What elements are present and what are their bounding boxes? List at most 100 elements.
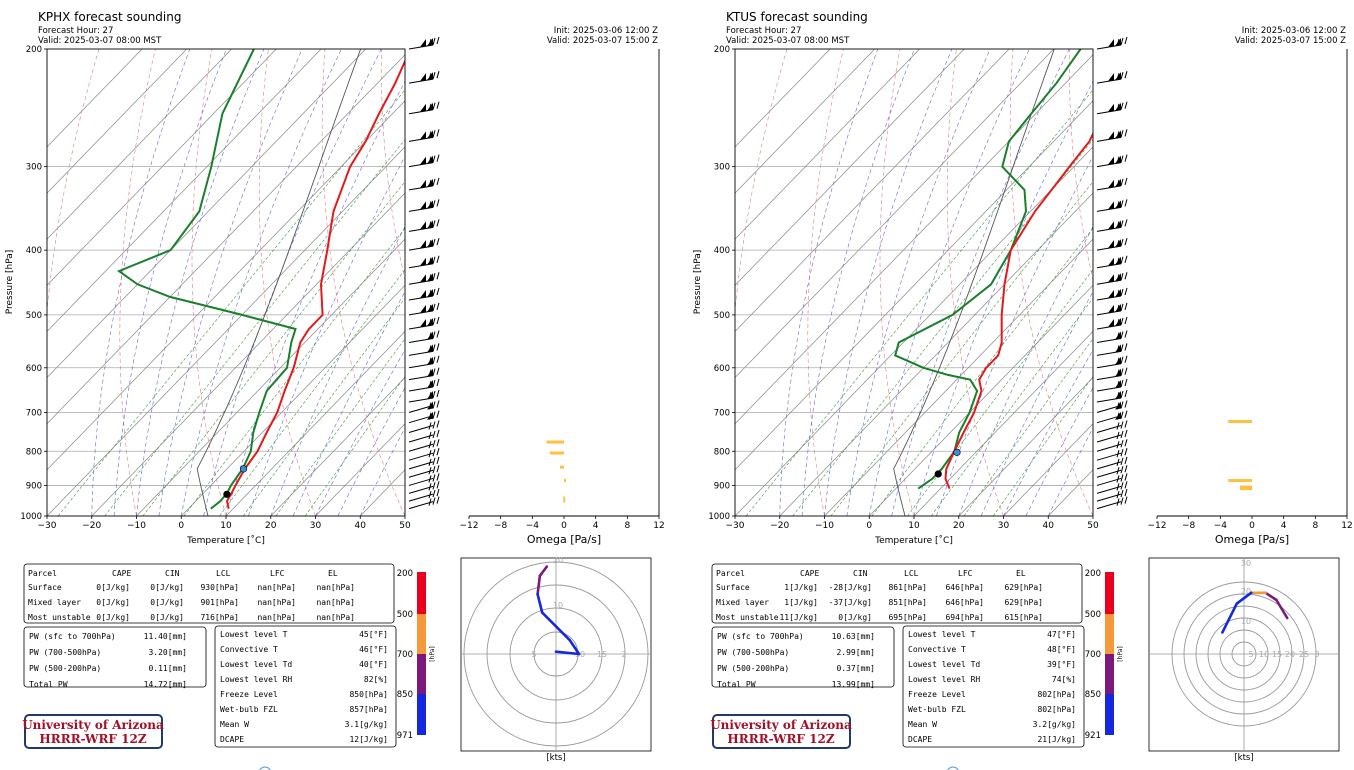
wind-barb-feather bbox=[432, 303, 436, 312]
wind-barb-feather bbox=[1116, 467, 1120, 475]
init-time: Init: 2025-03-06 12:00 Z bbox=[1242, 26, 1346, 36]
wind-barb-feather bbox=[436, 465, 440, 473]
wind-barb-feather bbox=[1116, 73, 1120, 81]
wind-barb-feather bbox=[432, 482, 436, 490]
skewt-y-label: Pressure [hPa] bbox=[693, 250, 703, 315]
wind-barb-feather bbox=[1120, 401, 1124, 409]
wind-barb-feather bbox=[432, 200, 436, 208]
wind-barb-feather bbox=[1124, 420, 1128, 428]
pw-value: 2.99[mm] bbox=[836, 648, 875, 657]
y-tick-label: 900 bbox=[714, 481, 730, 491]
wind-barbs bbox=[408, 36, 440, 510]
wind-barb-feather bbox=[428, 103, 432, 111]
colorbar-level-label: 971 bbox=[397, 731, 413, 741]
colorbar-segment bbox=[417, 572, 426, 614]
wind-barb-feather bbox=[1120, 155, 1124, 163]
hodo-trace-segment bbox=[554, 650, 581, 656]
parcel-header-cell: LFC bbox=[270, 569, 285, 578]
omega-tick-label: 12 bbox=[653, 521, 664, 531]
wind-barb-feather bbox=[1120, 497, 1124, 505]
wind-barb-feather bbox=[428, 475, 432, 483]
wind-barb-feather bbox=[428, 38, 432, 47]
parcel-cell: Most unstable bbox=[716, 613, 779, 622]
parcel-header-cell: CAPE bbox=[112, 569, 131, 578]
lcl-marker bbox=[953, 448, 961, 456]
skewt-plot: −30 −20 −10 0 10 20 30 40 50 2003004005006007008… bbox=[693, 45, 1099, 546]
wind-barb-feather bbox=[1116, 369, 1120, 377]
wind-barb-feather bbox=[432, 497, 436, 505]
wind-barb bbox=[1096, 177, 1128, 191]
wind-barb-feather bbox=[1116, 391, 1120, 400]
moist-adiabat bbox=[248, 155, 405, 516]
wind-barb-feather bbox=[428, 458, 432, 466]
wind-barb-flag bbox=[420, 131, 426, 140]
wind-barb-feather bbox=[1120, 474, 1124, 482]
wind-barb-feather bbox=[1120, 411, 1124, 419]
parcel-path bbox=[893, 49, 1055, 516]
wind-barb-feather bbox=[436, 420, 440, 428]
parcel-cell: -28[J/kg] bbox=[829, 583, 872, 592]
wind-barb bbox=[1096, 481, 1128, 494]
wind-barb bbox=[1096, 378, 1128, 392]
wind-barb-feather bbox=[1116, 450, 1120, 458]
moist-adiabat bbox=[846, 49, 991, 516]
wind-barb-flag bbox=[420, 221, 426, 230]
skewt-plot: −30 −20 −10 0 10 20 30 40 50 2003004005006007008… bbox=[5, 45, 1032, 546]
dry-adiabat bbox=[721, 49, 1032, 516]
colorbar-segment bbox=[1105, 694, 1114, 735]
hodo-trace-segment bbox=[568, 638, 581, 656]
parcel-cell: 930[hPa] bbox=[200, 583, 239, 592]
wind-barb-feather bbox=[436, 71, 440, 79]
wind-barb-feather bbox=[432, 331, 436, 339]
hodo-ring-label: 5 bbox=[1248, 650, 1253, 659]
sounding-panel-kphx: KPHX forecast sounding Forecast Hour: 27… bbox=[5, 10, 1032, 763]
hodo-trace-segment bbox=[536, 592, 544, 614]
wind-barb-feather bbox=[436, 473, 440, 481]
colorbar-segment bbox=[417, 614, 426, 654]
parcel-cell: nan[hPa] bbox=[316, 598, 355, 607]
wind-barb-feather bbox=[1124, 389, 1128, 398]
wind-barb-feather bbox=[1116, 475, 1120, 483]
pw-label: Total PW bbox=[29, 680, 68, 689]
parcel-cell: 0[J/kg] bbox=[96, 613, 130, 622]
wind-barb-feather bbox=[1116, 357, 1120, 365]
omega-tick-label: 8 bbox=[624, 521, 630, 531]
wind-barb-feather bbox=[1116, 201, 1120, 209]
wind-barb-shaft bbox=[408, 452, 434, 461]
parcel-cell: 0[J/kg] bbox=[838, 613, 872, 622]
wind-barb bbox=[1096, 420, 1128, 434]
wind-barb-feather bbox=[1120, 482, 1124, 490]
colorbar-segment bbox=[417, 654, 426, 694]
isotherm bbox=[869, 284, 1093, 516]
skewt-y-ticks: 200 300 400 500 600 700 800 900 1000 bbox=[20, 45, 47, 522]
moist-adiabat bbox=[360, 427, 405, 516]
hodo-trace-segment bbox=[536, 574, 542, 596]
wind-barb-shaft bbox=[1096, 501, 1122, 510]
isotherm bbox=[735, 49, 875, 194]
isotherm bbox=[735, 49, 965, 286]
wind-barb-feather bbox=[1120, 344, 1124, 352]
wind-barb-feather bbox=[1124, 473, 1128, 481]
index-label: Freeze Level bbox=[908, 690, 966, 699]
wind-barb-feather bbox=[1124, 302, 1128, 311]
wind-barb-shaft bbox=[408, 469, 434, 478]
wind-barb-feather bbox=[432, 220, 436, 228]
omega-bar bbox=[564, 479, 566, 483]
wind-barb-feather bbox=[432, 273, 436, 281]
parcel-cell: 0[J/kg] bbox=[96, 598, 130, 607]
wind-barb-feather bbox=[432, 238, 436, 247]
wind-barb bbox=[1096, 400, 1128, 413]
index-label: Wet-bulb FZL bbox=[220, 705, 278, 714]
parcel-cell: Mixed layer bbox=[716, 598, 769, 607]
pw-value: 10.63[mm] bbox=[832, 632, 875, 641]
wind-barb-feather bbox=[432, 37, 436, 46]
colorbar-level-label: 850 bbox=[397, 690, 413, 700]
isotherm bbox=[47, 49, 366, 379]
mixing-ratio-line bbox=[242, 297, 405, 516]
colorbar-axis-label: [hPa] bbox=[429, 646, 436, 662]
wind-barb-feather bbox=[1120, 72, 1124, 80]
hodo-ring-label: 10 bbox=[553, 601, 563, 610]
colorbar-level-label: 700 bbox=[397, 650, 413, 660]
wind-barb-feather bbox=[436, 389, 440, 398]
wind-barb bbox=[408, 481, 440, 494]
